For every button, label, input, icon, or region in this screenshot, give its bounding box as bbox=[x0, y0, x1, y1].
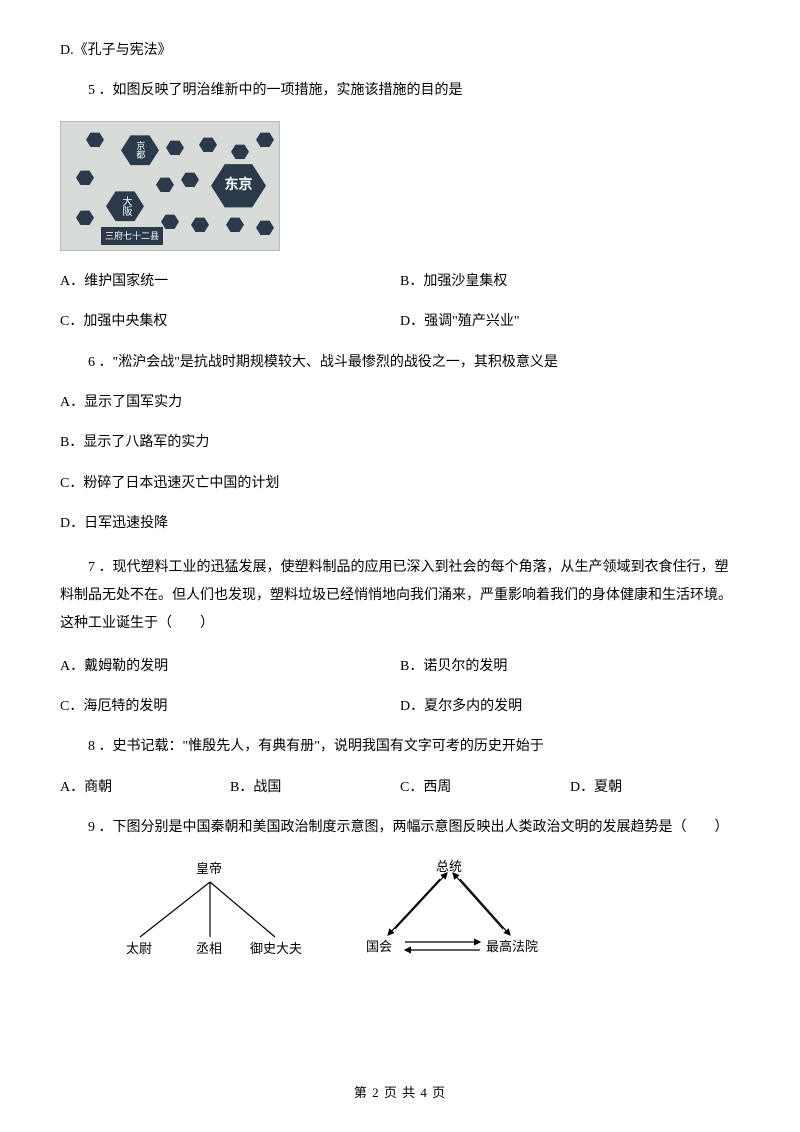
q8-stem: 8 ．史书记载："惟殷先人，有典有册"，说明我国有文字可考的历史开始于 bbox=[60, 736, 740, 758]
hex-small-11 bbox=[191, 217, 209, 233]
q7-opt-c: C．海厄特的发明 bbox=[60, 696, 400, 718]
q6-opt-a: A．显示了国军实力 bbox=[60, 392, 740, 414]
q5-caption: 三府七十二县 bbox=[101, 227, 163, 245]
fig2-left: 国会 bbox=[366, 937, 392, 958]
fig1-right: 御史大夫 bbox=[250, 939, 302, 960]
q5-opts-row2: C．加强中央集权 D．强调"殖产兴业" bbox=[60, 311, 740, 333]
q6-opt-d: D．日军迅速投降 bbox=[60, 513, 740, 535]
q9-stem: 9 ．下图分别是中国秦朝和美国政治制度示意图，两幅示意图反映出人类政治文明的发展… bbox=[60, 817, 740, 839]
hex-small-10 bbox=[161, 214, 179, 230]
fig2-top: 总统 bbox=[436, 857, 462, 878]
q6-opt-b: B．显示了八路军的实力 bbox=[60, 432, 740, 454]
hex-small-13 bbox=[256, 220, 274, 236]
hex-small-2 bbox=[166, 140, 184, 156]
q5-image: 东京 大阪 京都 三府七十二县 bbox=[60, 121, 280, 251]
hex-small-8 bbox=[181, 172, 199, 188]
q9-fig1: 皇帝 太尉 丞相 御史大夫 bbox=[120, 857, 300, 967]
hex-osaka: 大阪 bbox=[106, 190, 144, 223]
hex-small-7 bbox=[156, 177, 174, 193]
hex-tokyo: 东京 bbox=[211, 162, 266, 210]
q5-opt-b: B．加强沙皇集权 bbox=[400, 271, 740, 293]
q6-stem: 6 ．"淞沪会战"是抗战时期规模较大、战斗最惨烈的战役之一，其积极意义是 bbox=[60, 352, 740, 374]
hex-small-3 bbox=[199, 137, 217, 153]
fig1-top: 皇帝 bbox=[196, 859, 222, 880]
hex-small-4 bbox=[231, 144, 249, 160]
q5-opt-a: A．维护国家统一 bbox=[60, 271, 400, 293]
hex-kyoto: 京都 bbox=[121, 134, 159, 167]
q7-opt-a: A．戴姆勒的发明 bbox=[60, 656, 400, 678]
q5-stem: 5 ．如图反映了明治维新中的一项措施，实施该措施的目的是 bbox=[60, 80, 740, 102]
q9-fig2: 总统 国会 最高法院 bbox=[360, 857, 540, 967]
q7-stem: 7 ．现代塑料工业的迅猛发展，使塑料制品的应用已深入到社会的每个角落，从生产领域… bbox=[60, 554, 740, 638]
prev-option-d: D.《孔子与宪法》 bbox=[60, 40, 740, 62]
q8-opt-c: C．西周 bbox=[400, 777, 570, 799]
hex-small-9 bbox=[76, 210, 94, 226]
q8-opts-row: A．商朝 B．战国 C．西周 D．夏朝 bbox=[60, 777, 740, 799]
fig2-right: 最高法院 bbox=[486, 937, 538, 958]
q7-opt-b: B．诺贝尔的发明 bbox=[400, 656, 740, 678]
q7-opts-row1: A．戴姆勒的发明 B．诺贝尔的发明 bbox=[60, 656, 740, 678]
q5-opt-d: D．强调"殖产兴业" bbox=[400, 311, 740, 333]
page-footer: 第 2 页 共 4 页 bbox=[0, 1083, 800, 1104]
q9-figures: 皇帝 太尉 丞相 御史大夫 总统 国会 最高法院 bbox=[120, 857, 740, 967]
hex-small-1 bbox=[86, 132, 104, 148]
q5-opts-row1: A．维护国家统一 B．加强沙皇集权 bbox=[60, 271, 740, 293]
fig1-left: 太尉 bbox=[126, 939, 152, 960]
q8-opt-d: D．夏朝 bbox=[570, 777, 740, 799]
fig1-mid: 丞相 bbox=[196, 939, 222, 960]
hex-small-5 bbox=[256, 132, 274, 148]
q6-opt-c: C．粉碎了日本迅速灭亡中国的计划 bbox=[60, 473, 740, 495]
q8-opt-b: B．战国 bbox=[230, 777, 400, 799]
hex-small-6 bbox=[76, 170, 94, 186]
q8-opt-a: A．商朝 bbox=[60, 777, 230, 799]
q7-opts-row2: C．海厄特的发明 D．夏尔多内的发明 bbox=[60, 696, 740, 718]
hex-small-12 bbox=[226, 217, 244, 233]
q7-opt-d: D．夏尔多内的发明 bbox=[400, 696, 740, 718]
q5-opt-c: C．加强中央集权 bbox=[60, 311, 400, 333]
